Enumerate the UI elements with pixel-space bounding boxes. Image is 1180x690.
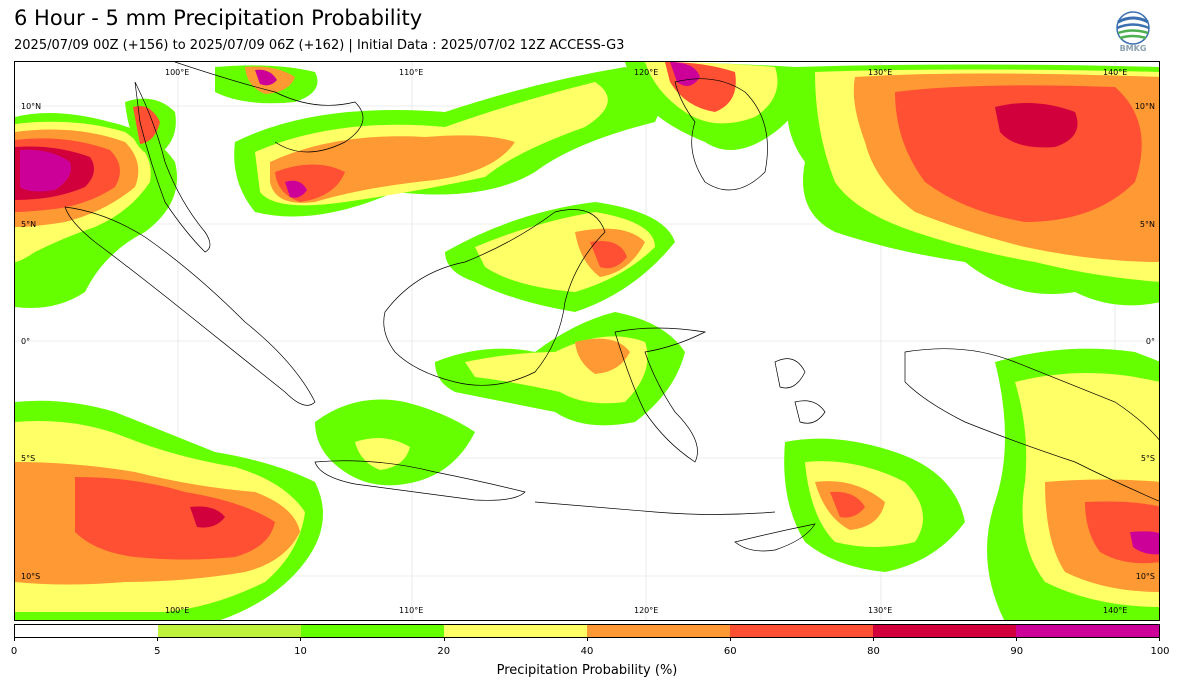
lat-label: 5°N [1140, 220, 1155, 229]
colorbar-tick: 20 [437, 646, 451, 657]
colorbar-segment [15, 625, 158, 637]
colorbar-label: Precipitation Probability (%) [496, 663, 678, 678]
map-canvas: 100°E 110°E 120°E 130°E 140°E 100°E 110°… [15, 62, 1159, 620]
lon-label: 130°E [868, 606, 892, 615]
colorbar-tick: 10 [294, 646, 307, 657]
lon-label: 140°E [1103, 606, 1127, 615]
colorbar-tick: 60 [723, 646, 737, 657]
field-magenta [285, 180, 307, 198]
field-red [895, 85, 1142, 222]
colorbar-segment [730, 625, 873, 637]
colorbar-tick: 0 [10, 646, 18, 657]
lat-labels-right: 10°N 5°N 0° 5°S 10°S [1135, 102, 1155, 581]
lat-label: 5°N [21, 220, 36, 229]
colorbar-tick-mark [444, 637, 445, 641]
field-magenta [255, 69, 277, 86]
lon-label: 120°E [634, 606, 658, 615]
lat-label: 10°S [1136, 572, 1155, 581]
map-subtitle: 2025/07/09 00Z (+156) to 2025/07/09 06Z … [14, 38, 625, 53]
field-magenta [1130, 531, 1159, 555]
colorbar-tick-mark [1159, 637, 1160, 641]
colorbar-tick-mark [14, 637, 15, 641]
field-magenta [20, 149, 71, 192]
map-title: 6 Hour - 5 mm Precipitation Probability [14, 6, 423, 30]
lat-labels-left: 10°N 5°N 0° 5°S 10°S [21, 102, 41, 581]
field-crimson [190, 506, 225, 528]
colorbar-tick: 5 [154, 646, 161, 657]
colorbar-tick-mark [157, 637, 158, 641]
coastlines [64, 62, 1159, 552]
lon-label: 140°E [1103, 68, 1127, 77]
lat-label: 10°N [1135, 102, 1155, 111]
colorbar-tick: 100 [1150, 646, 1170, 657]
colorbar-segment [444, 625, 587, 637]
lat-label: 5°S [1141, 454, 1155, 463]
bmkg-logo-icon [1116, 11, 1150, 45]
colorbar-segment [1016, 625, 1159, 637]
logo-label: BMKG [1119, 44, 1147, 53]
colorbar-tick-mark [873, 637, 874, 641]
lon-label: 100°E [165, 68, 189, 77]
lon-label: 100°E [165, 606, 189, 615]
lat-label: 5°S [21, 454, 35, 463]
colorbar-segment [873, 625, 1016, 637]
colorbar-segment [587, 625, 730, 637]
probability-field [15, 62, 1159, 620]
field-crimson [995, 103, 1078, 148]
field-red [75, 477, 275, 560]
lat-label: 10°N [21, 102, 41, 111]
lat-label: 10°S [21, 572, 40, 581]
colorbar-tick-mark [300, 637, 301, 641]
lon-label: 110°E [399, 68, 423, 77]
field-orange [575, 338, 630, 374]
lat-label: 0° [1146, 337, 1155, 346]
lon-label: 110°E [399, 606, 423, 615]
field-yellow [355, 438, 410, 470]
field-red [133, 106, 160, 144]
colorbar-tick-mark [1016, 637, 1017, 641]
colorbar-tick: 40 [580, 646, 594, 657]
precipitation-map: 100°E 110°E 120°E 130°E 140°E 100°E 110°… [14, 61, 1160, 621]
colorbar-tick: 80 [867, 646, 880, 657]
colorbar-tick: 90 [1010, 646, 1024, 657]
colorbar-segment [158, 625, 301, 637]
colorbar [14, 624, 1160, 638]
field-red [830, 491, 865, 518]
lon-label: 120°E [634, 68, 658, 77]
field-magenta [670, 62, 700, 86]
colorbar-tick-mark [730, 637, 731, 641]
colorbar-ticks: 0 5 10 20 40 60 80 90 100 [10, 646, 1170, 660]
lat-label: 0° [21, 337, 30, 346]
colorbar-tick-mark [587, 637, 588, 641]
lon-label: 130°E [868, 68, 892, 77]
lon-labels-bottom: 100°E 110°E 120°E 130°E 140°E [165, 606, 1127, 615]
field-red [590, 241, 627, 269]
colorbar-segment [301, 625, 444, 637]
lon-labels-top: 100°E 110°E 120°E 130°E 140°E [165, 68, 1127, 77]
